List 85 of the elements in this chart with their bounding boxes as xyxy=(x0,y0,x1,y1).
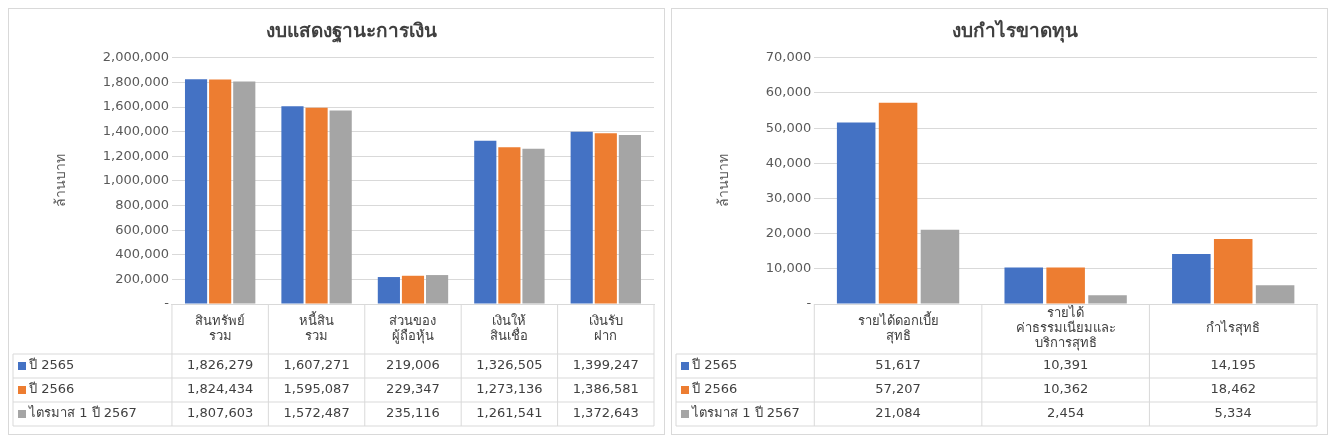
x-tick-label: รายได้ ค่าธรรมเนียมและ บริการสุทธิ xyxy=(1015,305,1116,352)
data-label: 1,824,434 xyxy=(187,381,254,397)
bar xyxy=(570,131,593,304)
bar xyxy=(920,229,960,304)
y-tick-label: 10,000 xyxy=(765,260,812,276)
bar xyxy=(184,79,208,304)
chart-title: งบแสดงฐานะการเงิน xyxy=(266,19,437,45)
x-tick-label: กำไรสุทธิ xyxy=(1206,320,1261,337)
data-label: 14,195 xyxy=(1210,357,1256,373)
x-tick-label: หนี้สิน รวม xyxy=(299,310,335,343)
bar xyxy=(1046,267,1085,304)
y-tick-label: - xyxy=(806,295,812,311)
legend-label: ไตรมาส 1 ปี 2567 xyxy=(28,405,137,421)
x-tick-label: เงินให้ สินเชื่อ xyxy=(490,312,529,343)
data-label: 229,347 xyxy=(386,381,440,397)
y-tick-label: 70,000 xyxy=(765,49,812,65)
data-label: 1,273,136 xyxy=(476,381,543,397)
bar xyxy=(618,135,641,304)
y-tick-label: 200,000 xyxy=(115,270,169,286)
y-axis-title: ล้านบาท xyxy=(52,154,69,208)
y-tick-label: 40,000 xyxy=(765,154,812,170)
x-tick-label: รายได้ดอกเบี้ย สุทธิ xyxy=(857,310,939,344)
bar xyxy=(329,110,352,304)
y-tick-label: 1,200,000 xyxy=(102,147,169,163)
y-axis-title: ล้านบาท xyxy=(715,154,732,208)
bar xyxy=(1004,267,1044,304)
bar xyxy=(305,107,328,304)
bar xyxy=(401,275,425,304)
legend-label: ไตรมาส 1 ปี 2567 xyxy=(691,405,800,421)
bar xyxy=(209,79,232,304)
legend-label: ปี 2565 xyxy=(28,357,75,373)
data-label: 1,607,271 xyxy=(283,357,350,373)
y-tick-label: 1,400,000 xyxy=(102,123,169,139)
y-tick-label: 600,000 xyxy=(115,221,169,237)
bar xyxy=(377,277,400,304)
y-tick-label: - xyxy=(164,295,170,311)
bar xyxy=(1088,295,1127,304)
data-label: 1,595,087 xyxy=(283,381,350,397)
data-label: 51,617 xyxy=(875,357,921,373)
chart-title: งบกำไรขาดทุน xyxy=(951,19,1078,44)
y-tick-label: 1,800,000 xyxy=(102,73,169,89)
legend-label: ปี 2566 xyxy=(28,381,75,397)
legend-label: ปี 2565 xyxy=(691,357,738,373)
y-tick-label: 30,000 xyxy=(765,189,812,205)
y-tick-label: 1,600,000 xyxy=(102,98,169,114)
data-label: 2,454 xyxy=(1047,405,1085,421)
y-tick-label: 50,000 xyxy=(765,119,812,135)
y-tick-label: 800,000 xyxy=(115,196,169,212)
legend-label: ปี 2566 xyxy=(691,381,738,397)
bar xyxy=(522,148,545,304)
bar xyxy=(836,122,876,304)
data-label: 57,207 xyxy=(875,381,921,397)
data-label: 10,391 xyxy=(1042,357,1089,373)
bar xyxy=(281,106,304,304)
data-label: 1,261,541 xyxy=(476,405,543,421)
y-tick-label: 400,000 xyxy=(115,246,169,262)
data-label: 235,116 xyxy=(386,405,440,421)
x-tick-label: สินทรัพย์ รวม xyxy=(195,312,246,343)
data-label: 18,462 xyxy=(1210,381,1256,397)
bar xyxy=(1213,239,1253,304)
bar xyxy=(1172,254,1211,304)
bar xyxy=(474,140,497,304)
data-label: 1,386,581 xyxy=(572,381,639,397)
data-label: 1,372,643 xyxy=(572,405,639,421)
bar xyxy=(426,275,449,304)
y-tick-label: 1,000,000 xyxy=(102,172,169,188)
data-label: 21,084 xyxy=(875,405,921,421)
data-label: 1,826,279 xyxy=(187,357,254,373)
y-tick-label: 60,000 xyxy=(765,84,812,100)
data-label: 10,362 xyxy=(1042,381,1089,397)
x-tick-label: ส่วนของ ผู้ถือหุ้น xyxy=(389,312,437,344)
data-label: 1,807,603 xyxy=(187,405,254,421)
data-label: 1,399,247 xyxy=(572,357,639,373)
bar xyxy=(594,133,617,304)
y-tick-label: 2,000,000 xyxy=(102,49,169,65)
y-tick-label: 20,000 xyxy=(765,225,812,241)
x-tick-label: เงินรับ ฝาก xyxy=(588,312,623,343)
data-label: 1,326,505 xyxy=(476,357,543,373)
data-label: 1,572,487 xyxy=(283,405,350,421)
data-label: 219,006 xyxy=(386,357,440,373)
bar xyxy=(1255,285,1295,304)
bar xyxy=(878,102,918,304)
bar xyxy=(498,147,521,304)
data-label: 5,334 xyxy=(1214,405,1252,421)
bar xyxy=(233,81,256,304)
